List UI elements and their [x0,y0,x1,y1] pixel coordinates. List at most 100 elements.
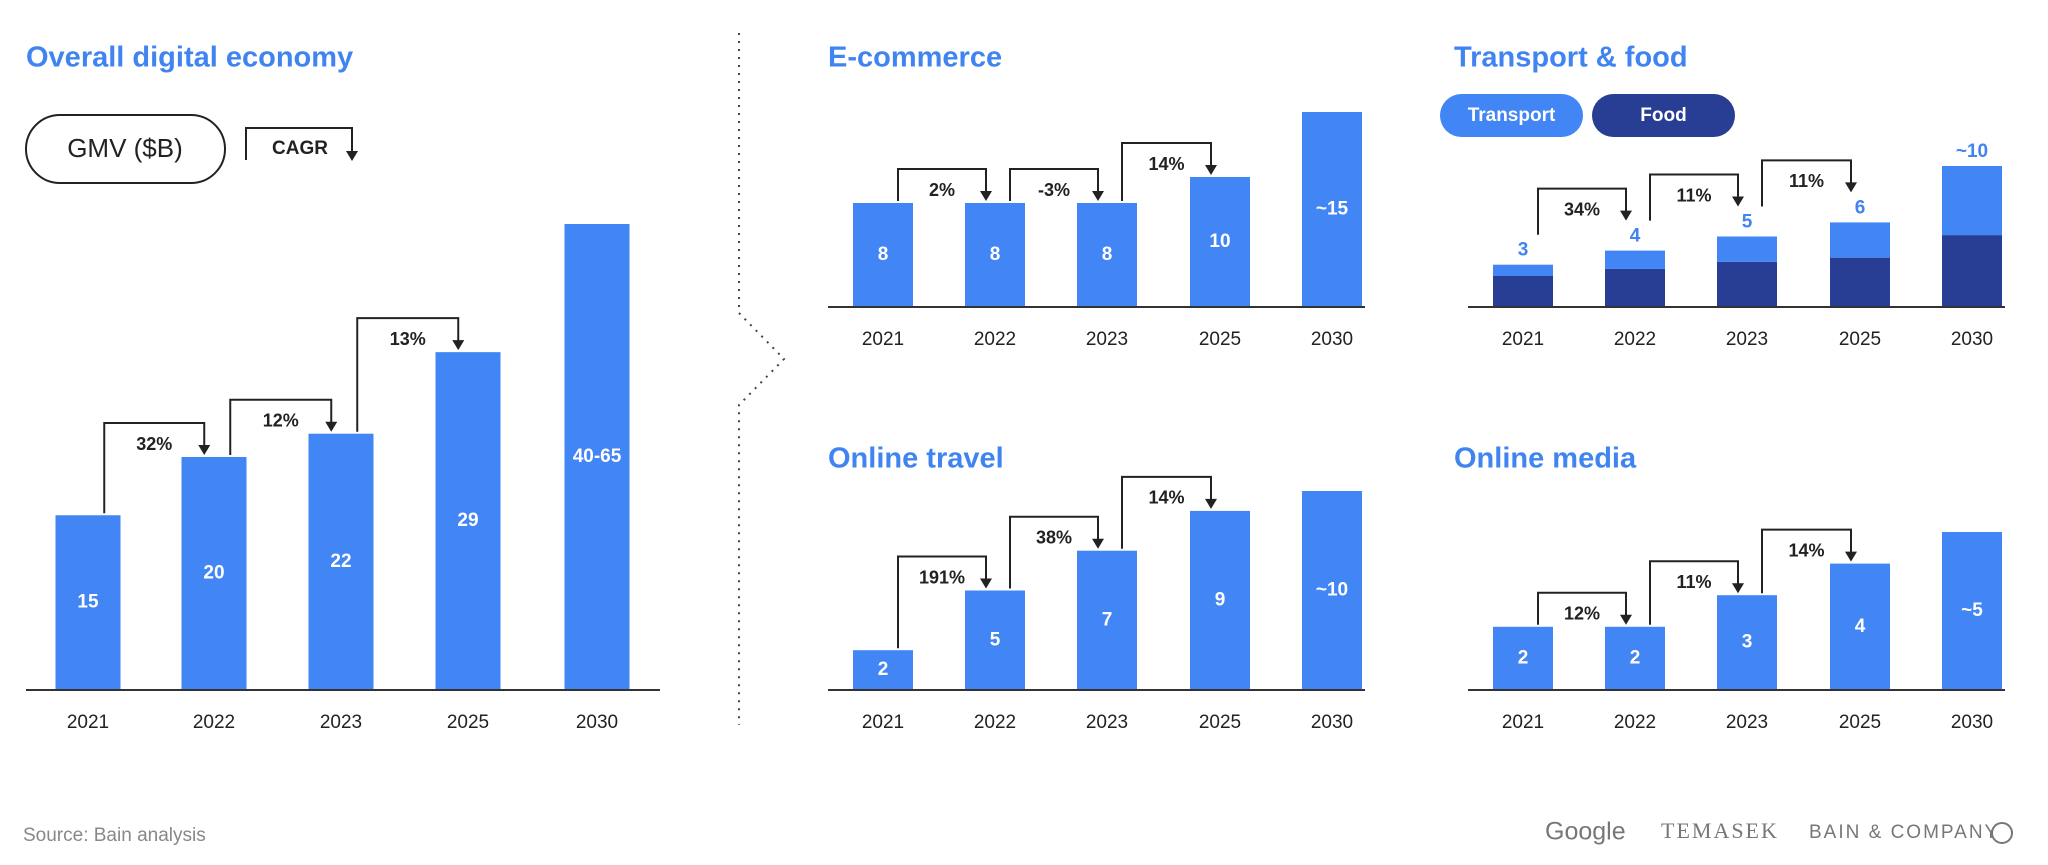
cagr-arrow [1620,614,1632,625]
bar [1302,491,1362,690]
gmv-pill [25,114,226,184]
logo-bain: BAIN & COMPANY [1809,822,1999,843]
value-label: 20 [203,563,224,584]
x-tick-label: 2021 [1502,329,1544,350]
x-tick-label: 2030 [1311,712,1353,733]
x-tick-label: 2022 [974,712,1016,733]
divider [738,33,786,725]
x-tick-label: 2022 [974,329,1016,350]
cagr-label: 11% [1676,572,1711,592]
cagr-legend-label: CAGR [272,138,328,159]
chart-title: E-commerce [828,42,1002,74]
cagr-connector [1649,560,1739,625]
cagr-arrow [1732,196,1744,207]
total-label: 5 [1742,212,1753,233]
x-tick-label: 2023 [320,712,362,733]
cagr-connector [1537,591,1627,625]
value-label: 8 [878,244,889,265]
logo-temasek: TEMASEK [1661,818,1779,843]
bar [1942,532,2002,690]
bar [1077,203,1137,307]
x-tick-label: 2022 [1614,712,1656,733]
bar-segment [1605,268,1665,307]
cagr-label: 11% [1676,185,1711,205]
cagr-connector [897,168,987,201]
bar-segment [1830,222,1890,258]
cagr-arrow [452,340,465,351]
bar [1717,595,1777,690]
value-label: ~5 [1961,600,1983,621]
bar [55,515,121,690]
total-label: 6 [1855,197,1866,218]
cagr-legend-arrow [346,151,358,161]
cagr-arrow [980,191,992,201]
cagr-label: 14% [1788,540,1824,560]
value-label: 5 [990,629,1001,650]
cagr-arrow [980,578,992,589]
cagr-arrow [1620,210,1632,221]
cagr-connector [1537,187,1627,235]
logo-google: Google [1545,818,1626,846]
value-label: 2 [878,659,889,680]
value-label: 2 [1630,647,1641,668]
x-tick-label: 2021 [1502,712,1544,733]
x-tick-label: 2023 [1086,329,1128,350]
total-label: 4 [1630,226,1641,247]
bar [853,203,913,307]
bar [1493,626,1553,690]
value-label: 29 [457,510,478,531]
bar [965,590,1025,690]
bar [181,457,247,690]
x-tick-label: 2021 [67,712,109,733]
cagr-arrow [1845,182,1857,193]
bar [853,650,913,690]
x-tick-label: 2030 [576,712,618,733]
bar-segment [1942,235,2002,307]
bar-segment [1717,236,1777,262]
cagr-legend-bracket [245,127,353,160]
bar-segment [1493,264,1553,276]
cagr-connector [1009,168,1099,201]
bar-segment [1493,275,1553,307]
cagr-connector [1761,159,1852,207]
bar [1302,112,1362,307]
cagr-label: 38% [1036,527,1072,547]
value-label: 7 [1102,609,1113,630]
legend-label: Transport [1468,105,1556,126]
bar [965,203,1025,307]
logo-bain-icon [1991,822,2013,844]
value-label: 4 [1855,616,1866,637]
value-label: 2 [1518,647,1529,668]
cagr-connector [1649,173,1739,221]
bar-segment [1605,250,1665,269]
value-label: 9 [1215,589,1226,610]
cagr-label: -3% [1038,180,1070,200]
bar [1605,626,1665,690]
value-label: 40-65 [573,446,622,467]
cagr-arrow [1732,583,1744,594]
cagr-arrow [325,421,338,432]
cagr-label: 34% [1564,199,1600,219]
x-tick-label: 2025 [1199,712,1241,733]
value-label: 10 [1209,231,1230,252]
cagr-label: 191% [919,567,965,587]
cagr-connector [1121,142,1212,201]
bar-segment [1942,166,2002,236]
cagr-arrow [1092,538,1104,549]
bar-segment [1830,257,1890,307]
cagr-connector [1761,528,1852,594]
bar [1190,177,1250,307]
cagr-connector [1009,515,1099,589]
bar [1077,550,1137,690]
bar [308,433,374,690]
x-tick-label: 2023 [1726,712,1768,733]
bar [435,352,501,690]
cagr-connector [356,317,460,432]
chart-title: Overall digital economy [26,42,353,74]
bar [1190,510,1250,690]
chart-title: Transport & food [1454,42,1688,74]
legend-pill [1440,94,1583,137]
cagr-label: 12% [263,410,299,430]
total-label: 3 [1518,240,1529,261]
cagr-arrow [1845,551,1857,562]
